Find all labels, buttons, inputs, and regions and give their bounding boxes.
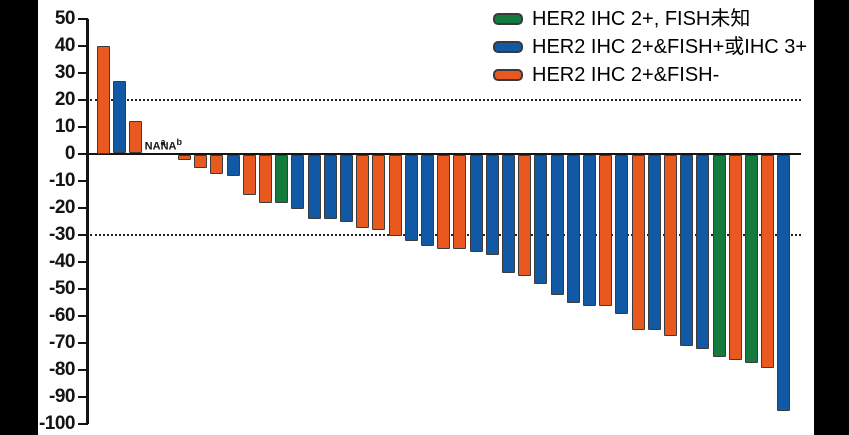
y-tick-label: -80	[49, 358, 75, 380]
y-tick-label: 50	[54, 7, 76, 29]
y-tick-label: -10	[49, 169, 75, 191]
y-tick-label: -70	[49, 331, 75, 353]
bar-blue	[550, 154, 564, 296]
y-axis-tick	[78, 152, 88, 155]
bar-orange	[259, 154, 272, 204]
bar-blue	[566, 154, 580, 304]
y-axis-tick	[78, 98, 88, 101]
y-tick-label: -60	[49, 304, 75, 326]
legend-item: HER2 IHC 2+&FISH+或IHC 3+	[493, 33, 807, 61]
y-tick-label: -50	[49, 277, 75, 299]
bar-orange	[194, 154, 208, 169]
y-tick-label: 0	[64, 142, 76, 164]
y-axis-tick	[78, 17, 88, 20]
bar-orange	[664, 154, 677, 336]
y-tick-label: -90	[49, 385, 75, 407]
bar-orange	[97, 45, 110, 154]
y-axis-tick	[78, 71, 88, 74]
bar-blue	[615, 154, 629, 314]
y-axis-tick	[78, 341, 88, 344]
legend-item: HER2 IHC 2+&FISH-	[493, 61, 807, 89]
bar-blue	[113, 80, 127, 154]
orange-legend-swatch	[493, 69, 523, 81]
y-axis-tick	[78, 179, 88, 182]
green-legend-swatch	[493, 13, 523, 25]
bar-green	[275, 154, 289, 204]
bar-blue	[291, 154, 305, 209]
legend: HER2 IHC 2+, FISH未知 HER2 IHC 2+&FISH+或IHC…	[493, 5, 807, 89]
y-axis-tick	[78, 422, 88, 425]
bar-blue	[404, 154, 418, 242]
legend-label: HER2 IHC 2+&FISH+或IHC 3+	[532, 36, 808, 58]
y-tick-label: 20	[54, 88, 76, 110]
bar-orange	[518, 154, 532, 277]
bar-green	[712, 154, 726, 358]
y-tick-label: -100	[38, 412, 76, 434]
y-axis-tick	[78, 206, 88, 209]
bar-blue	[534, 154, 548, 285]
y-tick-label: 10	[54, 115, 76, 137]
y-tick-label: -30	[49, 223, 75, 245]
threshold-line	[90, 98, 801, 101]
na-label: NAa	[144, 136, 166, 153]
legend-item: HER2 IHC 2+, FISH未知	[493, 5, 807, 33]
bar-orange	[388, 154, 402, 236]
bar-blue	[340, 154, 353, 223]
bar-orange	[437, 154, 451, 250]
bar-blue	[421, 154, 434, 247]
y-tick-label: 40	[54, 34, 76, 56]
bar-blue	[226, 154, 240, 177]
bar-blue	[485, 154, 499, 255]
bar-orange	[631, 154, 645, 331]
y-axis-tick	[78, 287, 88, 290]
y-axis-line	[86, 18, 89, 424]
blue-legend-swatch	[493, 41, 523, 53]
bar-blue	[647, 154, 661, 331]
bar-orange	[599, 154, 613, 306]
y-tick-label: -20	[49, 196, 75, 218]
bar-blue	[680, 154, 694, 347]
bar-blue	[469, 154, 483, 252]
bar-green	[745, 154, 758, 363]
bar-orange	[356, 154, 370, 228]
bar-blue	[323, 154, 337, 220]
legend-label: HER2 IHC 2+&FISH-	[532, 64, 720, 86]
y-axis-tick	[78, 233, 88, 236]
legend-label: HER2 IHC 2+, FISH未知	[532, 8, 751, 30]
bar-orange	[242, 154, 256, 196]
y-axis-tick	[78, 395, 88, 398]
y-axis-tick	[78, 260, 88, 263]
y-axis-tick	[78, 44, 88, 47]
y-axis-tick	[78, 368, 88, 371]
y-axis-tick	[78, 314, 88, 317]
y-tick-label: 30	[54, 61, 76, 83]
y-tick-label: -40	[49, 250, 75, 272]
bar-orange	[761, 154, 775, 368]
bar-blue	[777, 154, 791, 412]
bar-blue	[583, 154, 596, 306]
bar-orange	[178, 154, 191, 161]
bar-orange	[129, 121, 143, 154]
bar-orange	[453, 154, 467, 250]
bar-blue	[696, 154, 710, 350]
zero-baseline	[88, 152, 801, 155]
bar-orange	[728, 154, 742, 360]
bar-orange	[372, 154, 386, 231]
y-axis-tick	[78, 125, 88, 128]
bar-blue	[307, 154, 321, 220]
na-label: NAb	[160, 136, 182, 153]
bar-orange	[210, 154, 224, 174]
bar-blue	[502, 154, 515, 274]
